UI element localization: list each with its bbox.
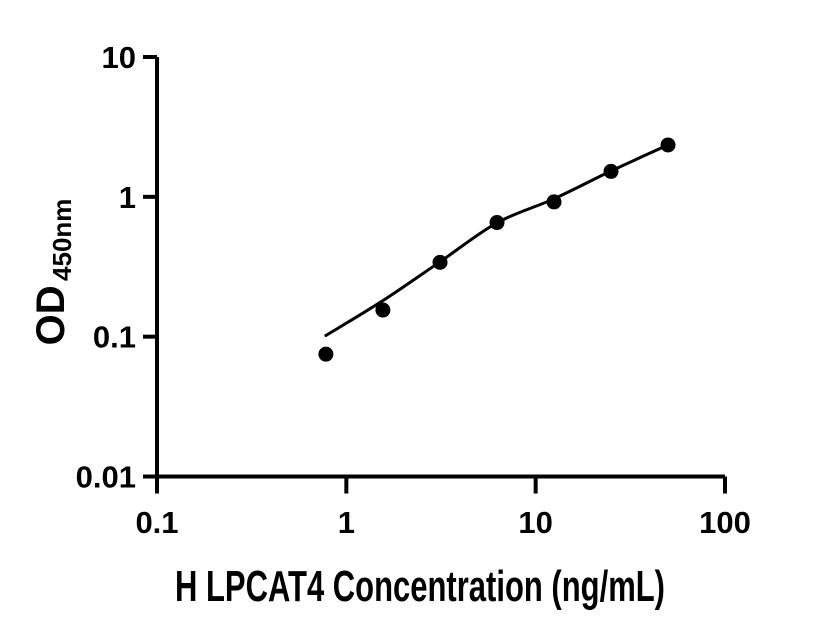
data-point	[375, 302, 391, 318]
x-tick-label: 10	[518, 505, 552, 540]
y-tick-label: 10	[102, 40, 136, 75]
y-axis-title-main: OD	[29, 285, 73, 345]
y-tick-label: 0.01	[76, 460, 136, 495]
x-axis-title: H LPCAT4 Concentration (ng/mL)	[175, 562, 665, 611]
x-tick-label: 1	[338, 505, 355, 540]
x-tick-label: 100	[699, 505, 751, 540]
data-point	[318, 346, 334, 362]
fitted-standard-curve	[324, 143, 670, 337]
y-axis-title: OD 450nm	[29, 199, 77, 346]
x-tick-label: 0.1	[135, 505, 178, 540]
y-axis-title-subscript: 450nm	[47, 199, 77, 281]
y-tick-label: 1	[119, 180, 136, 215]
y-tick-label: 0.1	[93, 320, 136, 355]
plot-layer: 0.01 0.1 1 10 0.1 1 10 100	[76, 40, 751, 540]
